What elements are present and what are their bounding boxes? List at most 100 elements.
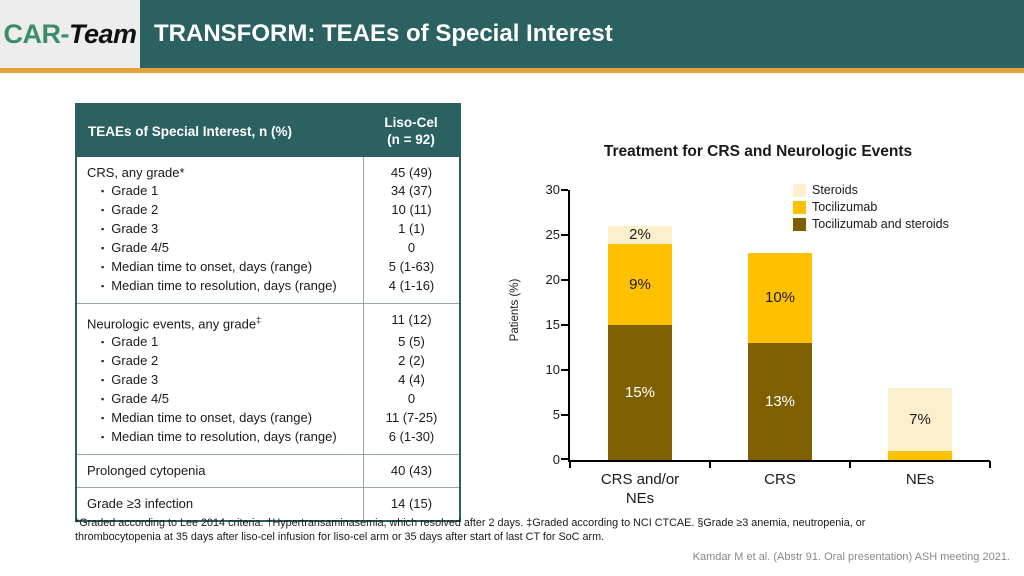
legend-swatch	[793, 183, 806, 197]
table-row: Grade ≥3 infection 14 (15)	[77, 488, 459, 521]
bullet-icon: ▪	[101, 356, 105, 367]
x-tick-mark	[569, 461, 571, 468]
row-value: 0	[363, 390, 459, 410]
table-row: CRS, any grade* 45 (49)	[77, 157, 459, 182]
legend-item: Tocilizumab and steroids	[793, 217, 949, 231]
chart-legend: Steroids Tocilizumab Tocilizumab and stero…	[793, 183, 949, 234]
table-row: ▪ Median time to onset, days (range) 11 (7…	[77, 409, 459, 429]
y-tick-mark	[561, 369, 568, 371]
table-row: ▪ Grade 1 5 (5)	[77, 333, 459, 353]
logo-green-part: CAR-	[3, 18, 69, 49]
bar-segment	[748, 343, 812, 460]
x-category-label: CRS and/or NEs	[600, 471, 680, 507]
row-value: 1 (1)	[363, 220, 459, 239]
lisocel-line2: (n = 92)	[387, 132, 435, 147]
row-label: Grade ≥3 infection	[87, 496, 194, 512]
bar-segment	[608, 244, 672, 325]
row-value: 4 (4)	[363, 371, 459, 391]
table-header-row: TEAEs of Special Interest, n (%) Liso-Ce…	[77, 105, 459, 157]
title-bar: TRANSFORM: TEAEs of Special Interest	[140, 0, 1024, 68]
row-label: ▪ Median time to onset, days (range)	[101, 259, 313, 274]
row-value: 45 (49)	[363, 157, 459, 182]
row-label: ▪ Grade 4/5	[101, 240, 170, 255]
teae-table: TEAEs of Special Interest, n (%) Liso-Ce…	[75, 103, 461, 523]
bullet-icon: ▪	[101, 432, 105, 443]
legend-item: Tocilizumab	[793, 200, 949, 214]
table-row: ▪ Grade 3 4 (4)	[77, 371, 459, 391]
table-row: Neurologic events, any grade‡ 11 (12)	[77, 304, 459, 334]
bar-value-label: 13%	[764, 393, 796, 410]
bullet-icon: ▪	[101, 243, 105, 253]
table-row: ▪ Median time to resolution, days (range)…	[77, 277, 459, 303]
row-label: ▪ Grade 2	[101, 353, 159, 369]
x-category-label: NEs	[905, 471, 935, 488]
bar-value-label: 10%	[764, 289, 796, 306]
y-tick-mark	[561, 279, 568, 281]
row-value: 40 (43)	[363, 455, 459, 488]
y-tick-label: 20	[545, 272, 560, 287]
row-value: 4 (1-16)	[363, 277, 459, 303]
y-tick-label: 25	[545, 227, 560, 242]
footnotes: *Graded according to Lee 2014 criteria. …	[75, 517, 866, 543]
y-tick-label: 0	[552, 452, 560, 467]
table-body: CRS, any grade* 45 (49) ▪ Grade 1 34 (37) ▪ Gr…	[77, 157, 459, 521]
table-section: Neurologic events, any grade‡ 11 (12) ▪ Gra…	[77, 303, 459, 455]
row-value: 11 (12)	[363, 304, 459, 334]
row-label: ▪ Grade 3	[101, 372, 159, 388]
row-label: ▪ Grade 4/5	[101, 391, 170, 407]
table-row: ▪ Grade 2 10 (11)	[77, 201, 459, 220]
bullet-icon: ▪	[101, 413, 105, 424]
y-tick-label: 15	[545, 317, 560, 332]
slide-title: TRANSFORM: TEAEs of Special Interest	[154, 20, 613, 47]
table-row: ▪ Grade 4/5 0	[77, 390, 459, 410]
table-section: Grade ≥3 infection 14 (15)	[77, 487, 459, 521]
row-label: CRS, any grade*	[87, 165, 185, 180]
bar-value-label: 7%	[909, 411, 931, 428]
table-row: ▪ Grade 2 2 (2)	[77, 352, 459, 372]
bullet-icon: ▪	[101, 205, 105, 215]
row-value: 2 (2)	[363, 352, 459, 372]
row-label: ▪ Median time to resolution, days (range)	[101, 429, 337, 445]
logo-text: CAR-Team	[3, 18, 137, 50]
lisocel-line1: Liso-Cel	[384, 115, 438, 130]
legend-label: Tocilizumab	[812, 200, 878, 214]
row-label: ▪ Grade 1	[101, 334, 159, 350]
table-row: Prolonged cytopenia 40 (43)	[77, 455, 459, 488]
bar-segment	[888, 451, 952, 460]
bullet-icon: ▪	[101, 375, 105, 386]
x-category-label: CRS	[764, 471, 796, 488]
table-header-lisocel: Liso-Cel (n = 92)	[363, 105, 459, 157]
accent-divider	[0, 68, 1024, 73]
x-tick-mark	[989, 461, 991, 468]
table-section: Prolonged cytopenia 40 (43)	[77, 454, 459, 488]
chart-title: Treatment for CRS and Neurologic Events	[603, 143, 913, 160]
legend-item: Steroids	[793, 183, 949, 197]
bullet-icon: ▪	[101, 281, 105, 291]
bullet-icon: ▪	[101, 337, 105, 348]
legend-label: Tocilizumab and steroids	[812, 217, 949, 231]
citation: Kamdar M et al. (Abstr 91. Oral presenta…	[692, 551, 1010, 563]
legend-label: Steroids	[812, 183, 858, 197]
bar-segment	[888, 388, 952, 451]
y-tick-mark	[561, 189, 568, 191]
y-tick-mark	[561, 458, 568, 460]
bar-value-label: 9%	[629, 276, 651, 293]
table-row: ▪ Grade 1 34 (37)	[77, 182, 459, 201]
bullet-icon: ▪	[101, 186, 105, 196]
logo-dark-part: Team	[68, 18, 137, 49]
row-label: ▪ Grade 3	[101, 221, 159, 236]
table-row: ▪ Grade 3 1 (1)	[77, 220, 459, 239]
table-row: ▪ Median time to resolution, days (range)…	[77, 428, 459, 455]
row-value: 0	[363, 239, 459, 258]
row-label: ▪ Grade 2	[101, 202, 159, 217]
row-label: ▪ Median time to onset, days (range)	[101, 410, 313, 426]
y-axis-label: Patients (%)	[509, 278, 521, 342]
row-value: 6 (1-30)	[363, 428, 459, 455]
bar-segment	[748, 253, 812, 343]
y-tick-mark	[561, 324, 568, 326]
bullet-icon: ▪	[101, 262, 105, 272]
row-label: ▪ Grade 1	[101, 183, 159, 198]
bullet-icon: ▪	[101, 394, 105, 405]
plot-area: 0 5 10 15 20 25 30 15% 9% 2% CRS and/or NEs 13% 10% C…	[546, 182, 991, 507]
